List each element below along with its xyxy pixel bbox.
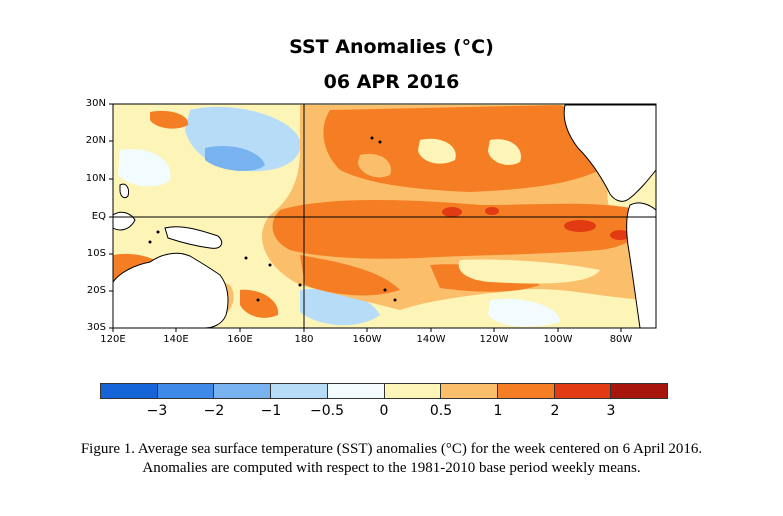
colorbar-segment xyxy=(441,384,498,398)
colorbar-label: 0.5 xyxy=(429,403,453,419)
colorbar-label: 1 xyxy=(493,403,503,419)
lon-label-180: 180 xyxy=(294,334,314,345)
lat-label-30n: 30N xyxy=(85,98,106,109)
lat-label-20n: 20N xyxy=(85,135,106,146)
colorbar-segment xyxy=(101,384,158,398)
lon-label-100w: 100W xyxy=(543,334,573,345)
map-frame xyxy=(112,103,657,329)
colorbar-segment xyxy=(214,384,272,398)
colorbar-segment xyxy=(271,384,328,398)
lat-label-eq: EQ xyxy=(91,211,106,222)
map-date: 06 APR 2016 xyxy=(323,71,460,93)
lat-label-10s: 10S xyxy=(86,248,106,259)
figure-caption-line2: Anomalies are computed with respect to t… xyxy=(142,460,641,476)
lat-label-10n: 10N xyxy=(85,173,106,184)
island-dots xyxy=(148,136,397,302)
colorbar-segment xyxy=(497,384,555,398)
lon-label-120w: 120W xyxy=(479,334,509,345)
colorbar-label: 2 xyxy=(550,403,560,419)
colorbar-segment xyxy=(384,384,442,398)
colorbar-segment xyxy=(554,384,612,398)
lon-label-120e: 120E xyxy=(100,334,126,345)
colorbar-label: −2 xyxy=(203,403,225,419)
land-masses xyxy=(112,104,657,329)
lon-label-140w: 140W xyxy=(416,334,446,345)
axis-ticks xyxy=(109,103,622,332)
lon-label-140e: 140E xyxy=(163,334,189,345)
colorbar-segment xyxy=(611,384,668,398)
lon-label-80w: 80W xyxy=(609,334,633,345)
colorbar-label: 3 xyxy=(606,403,616,419)
lat-label-20s: 20S xyxy=(86,285,106,296)
figure-caption-line1: Figure 1. Average sea surface temperatur… xyxy=(80,441,703,457)
colorbar-label: −3 xyxy=(146,403,168,419)
lon-label-160w: 160W xyxy=(352,334,382,345)
colorbar xyxy=(100,383,668,399)
colorbar-segment xyxy=(157,384,215,398)
map-title: SST Anomalies (°C) xyxy=(289,36,494,58)
colorbar-label: −1 xyxy=(260,403,282,419)
lon-label-160e: 160E xyxy=(227,334,253,345)
colorbar-label: 0 xyxy=(379,403,389,419)
colorbar-segment xyxy=(327,384,385,398)
colorbar-label: −0.5 xyxy=(310,403,344,419)
lat-label-30s: 30S xyxy=(86,322,106,333)
